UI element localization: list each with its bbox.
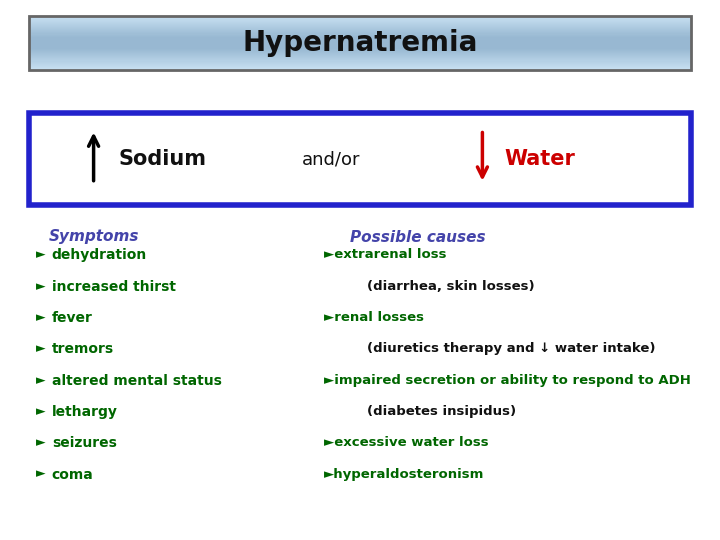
Text: Hypernatremia: Hypernatremia	[243, 29, 477, 57]
Bar	[29, 39, 691, 40]
Bar	[29, 56, 691, 57]
Bar	[29, 27, 691, 28]
Bar	[29, 17, 691, 18]
Bar	[29, 55, 691, 56]
Text: (diabetes insipidus): (diabetes insipidus)	[367, 405, 516, 418]
Bar	[29, 36, 691, 37]
Bar	[29, 37, 691, 38]
Bar	[29, 49, 691, 50]
Text: ►: ►	[36, 405, 45, 418]
Bar	[29, 23, 691, 24]
Bar	[29, 66, 691, 67]
Bar	[29, 113, 691, 205]
Text: ►excessive water loss: ►excessive water loss	[324, 436, 489, 449]
Bar	[29, 28, 691, 29]
Bar	[29, 60, 691, 62]
Text: fever: fever	[52, 311, 93, 325]
Bar	[29, 16, 691, 70]
Bar	[29, 52, 691, 53]
Bar	[29, 58, 691, 59]
Bar	[29, 44, 691, 45]
Text: (diuretics therapy and ↓ water intake): (diuretics therapy and ↓ water intake)	[367, 342, 656, 355]
Bar	[29, 22, 691, 23]
Text: lethargy: lethargy	[52, 405, 117, 419]
Bar	[29, 53, 691, 54]
Bar	[29, 26, 691, 27]
Text: increased thirst: increased thirst	[52, 280, 176, 294]
Bar	[29, 41, 691, 42]
Bar	[29, 33, 691, 35]
Bar	[29, 63, 691, 64]
Text: ►: ►	[36, 248, 45, 261]
Text: altered mental status: altered mental status	[52, 374, 222, 388]
Bar	[29, 45, 691, 46]
Text: dehydration: dehydration	[52, 248, 147, 262]
Bar	[29, 54, 691, 55]
Bar	[29, 35, 691, 36]
Bar	[29, 67, 691, 68]
Text: and/or: and/or	[302, 150, 361, 168]
Bar	[29, 38, 691, 39]
Bar	[29, 64, 691, 65]
Bar	[29, 42, 691, 43]
Text: Sodium: Sodium	[119, 149, 207, 170]
Bar	[29, 31, 691, 32]
Bar	[29, 50, 691, 51]
Text: ►: ►	[36, 342, 45, 355]
Text: (diarrhea, skin losses): (diarrhea, skin losses)	[367, 280, 535, 293]
Text: Water: Water	[504, 149, 575, 170]
Bar	[29, 57, 691, 58]
Text: ►impaired secretion or ability to respond to ADH: ►impaired secretion or ability to respon…	[324, 374, 691, 387]
Text: ►: ►	[36, 436, 45, 449]
Text: tremors: tremors	[52, 342, 114, 356]
Bar	[29, 51, 691, 52]
Text: ►: ►	[36, 468, 45, 481]
Text: ►: ►	[36, 280, 45, 293]
Text: ►: ►	[36, 374, 45, 387]
Bar	[29, 16, 691, 17]
Bar	[29, 24, 691, 25]
Bar	[29, 68, 691, 69]
Text: ►: ►	[36, 311, 45, 324]
Bar	[29, 29, 691, 30]
Bar	[29, 62, 691, 63]
Bar	[29, 32, 691, 33]
Text: ►renal losses: ►renal losses	[324, 311, 424, 324]
Bar	[29, 18, 691, 19]
Bar	[29, 43, 691, 44]
Text: Possible causes: Possible causes	[350, 230, 485, 245]
Text: Symptoms: Symptoms	[48, 230, 139, 245]
Text: seizures: seizures	[52, 436, 117, 450]
Text: ►hyperaldosteronism: ►hyperaldosteronism	[324, 468, 485, 481]
Bar	[29, 48, 691, 49]
Bar	[29, 65, 691, 66]
Text: ►extrarenal loss: ►extrarenal loss	[324, 248, 446, 261]
Bar	[29, 25, 691, 26]
Bar	[29, 40, 691, 41]
Bar	[29, 69, 691, 70]
Bar	[29, 59, 691, 60]
Bar	[29, 30, 691, 31]
Bar	[29, 46, 691, 48]
Text: coma: coma	[52, 468, 94, 482]
Bar	[29, 21, 691, 22]
Bar	[29, 19, 691, 21]
